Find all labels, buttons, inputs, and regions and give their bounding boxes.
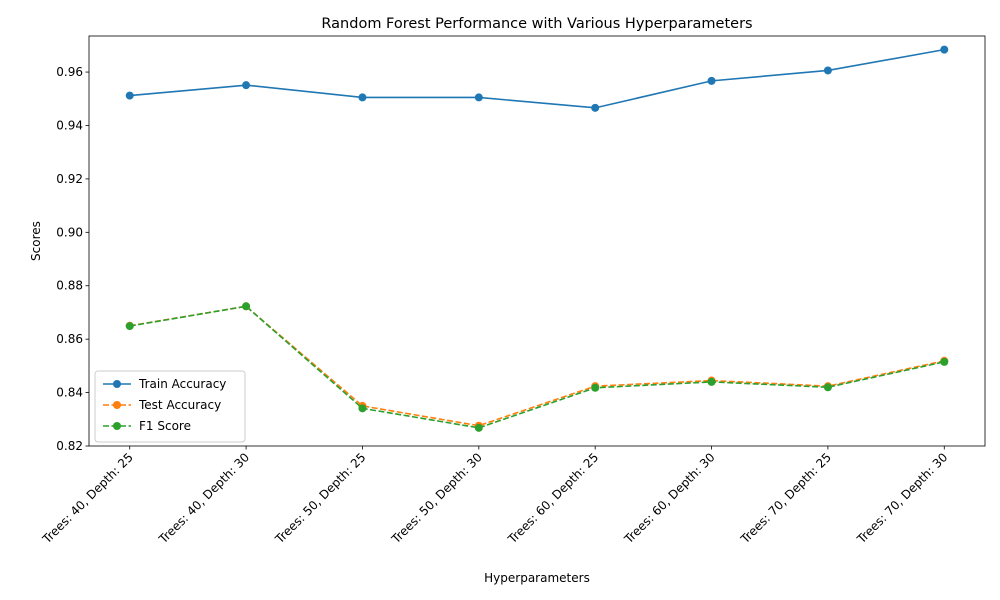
series-line xyxy=(129,305,945,429)
data-point xyxy=(358,93,367,102)
data-point xyxy=(242,81,251,90)
y-axis-label: Scores xyxy=(29,221,43,261)
legend-marker xyxy=(113,401,121,409)
legend-label: Test Accuracy xyxy=(138,398,221,412)
legend-item: Train Accuracy xyxy=(103,377,226,391)
y-tick-label: 0.88 xyxy=(56,279,83,293)
legend-marker xyxy=(113,380,121,388)
series-f1-score xyxy=(125,302,949,432)
legend-item: F1 Score xyxy=(103,419,191,433)
y-tick-label: 0.86 xyxy=(56,332,83,346)
data-point xyxy=(591,383,600,392)
data-point xyxy=(474,423,483,432)
y-tick-label: 0.96 xyxy=(56,65,83,79)
data-point xyxy=(125,91,134,100)
data-point xyxy=(242,302,251,311)
legend-label: Train Accuracy xyxy=(138,377,226,391)
y-tick-label: 0.90 xyxy=(56,225,83,239)
legend: Train Accuracy Test Accuracy F1 Score xyxy=(94,370,246,443)
legend-item: Test Accuracy xyxy=(103,398,221,412)
y-tick-label: 0.82 xyxy=(56,439,83,453)
y-tick-label: 0.92 xyxy=(56,172,83,186)
legend-box xyxy=(94,370,246,443)
chart-title: Random Forest Performance with Various H… xyxy=(321,16,752,32)
data-point xyxy=(358,404,367,413)
data-point xyxy=(707,377,716,386)
data-point xyxy=(474,93,483,102)
axes-frame xyxy=(88,35,986,447)
y-tick-label: 0.84 xyxy=(56,386,83,400)
legend-marker xyxy=(113,422,121,430)
data-point xyxy=(823,383,832,392)
data-point xyxy=(125,322,134,331)
x-axis-label: Hyperparameters xyxy=(484,571,590,585)
legend-label: F1 Score xyxy=(139,419,191,433)
data-point xyxy=(823,66,832,75)
series-train-accuracy xyxy=(125,45,949,112)
series-line xyxy=(129,48,945,109)
data-point xyxy=(940,357,949,366)
data-point xyxy=(940,45,949,54)
data-point xyxy=(707,76,716,85)
data-point xyxy=(591,103,600,112)
y-tick-label: 0.94 xyxy=(56,118,83,132)
series-line xyxy=(129,305,945,427)
